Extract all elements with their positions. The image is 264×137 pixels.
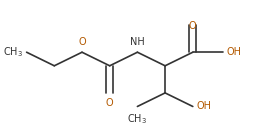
Text: O: O — [189, 21, 197, 31]
Text: CH$_3$: CH$_3$ — [3, 45, 23, 59]
Text: O: O — [78, 37, 86, 47]
Text: O: O — [106, 98, 114, 108]
Text: OH: OH — [227, 47, 242, 57]
Text: NH: NH — [130, 37, 145, 47]
Text: CH$_3$: CH$_3$ — [128, 112, 147, 126]
Text: OH: OH — [197, 102, 211, 112]
